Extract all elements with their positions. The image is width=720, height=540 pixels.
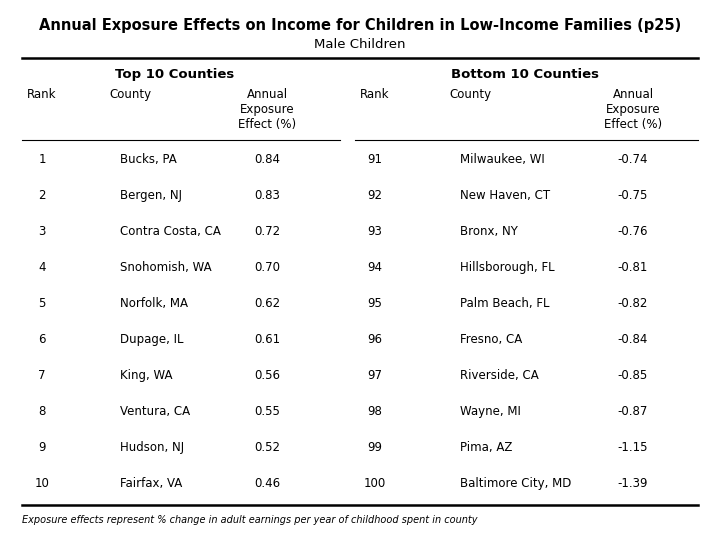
Text: 93: 93 bbox=[368, 225, 382, 238]
Text: Annual
Exposure
Effect (%): Annual Exposure Effect (%) bbox=[604, 88, 662, 131]
Text: Snohomish, WA: Snohomish, WA bbox=[120, 261, 212, 274]
Text: 0.52: 0.52 bbox=[254, 441, 280, 454]
Text: 0.84: 0.84 bbox=[254, 153, 280, 166]
Text: 98: 98 bbox=[368, 405, 382, 418]
Text: Male Children: Male Children bbox=[314, 38, 406, 51]
Text: Dupage, IL: Dupage, IL bbox=[120, 333, 184, 346]
Text: Riverside, CA: Riverside, CA bbox=[460, 369, 539, 382]
Text: 0.55: 0.55 bbox=[254, 405, 280, 418]
Text: 6: 6 bbox=[38, 333, 46, 346]
Text: 0.46: 0.46 bbox=[254, 477, 280, 490]
Text: -0.81: -0.81 bbox=[618, 261, 648, 274]
Text: Pima, AZ: Pima, AZ bbox=[460, 441, 513, 454]
Text: Annual
Exposure
Effect (%): Annual Exposure Effect (%) bbox=[238, 88, 296, 131]
Text: 94: 94 bbox=[367, 261, 382, 274]
Text: Rank: Rank bbox=[360, 88, 390, 101]
Text: 1: 1 bbox=[38, 153, 46, 166]
Text: Contra Costa, CA: Contra Costa, CA bbox=[120, 225, 221, 238]
Text: Bucks, PA: Bucks, PA bbox=[120, 153, 176, 166]
Text: Hudson, NJ: Hudson, NJ bbox=[120, 441, 184, 454]
Text: -1.39: -1.39 bbox=[618, 477, 648, 490]
Text: Norfolk, MA: Norfolk, MA bbox=[120, 297, 188, 310]
Text: Bottom 10 Counties: Bottom 10 Counties bbox=[451, 68, 599, 81]
Text: Bergen, NJ: Bergen, NJ bbox=[120, 189, 182, 202]
Text: 5: 5 bbox=[38, 297, 45, 310]
Text: Wayne, MI: Wayne, MI bbox=[460, 405, 521, 418]
Text: 97: 97 bbox=[367, 369, 382, 382]
Text: 92: 92 bbox=[367, 189, 382, 202]
Text: 10: 10 bbox=[35, 477, 50, 490]
Text: 0.70: 0.70 bbox=[254, 261, 280, 274]
Text: 0.72: 0.72 bbox=[254, 225, 280, 238]
Text: Exposure effects represent % change in adult earnings per year of childhood spen: Exposure effects represent % change in a… bbox=[22, 515, 477, 525]
Text: Hillsborough, FL: Hillsborough, FL bbox=[460, 261, 554, 274]
Text: 96: 96 bbox=[367, 333, 382, 346]
Text: 99: 99 bbox=[367, 441, 382, 454]
Text: -0.76: -0.76 bbox=[618, 225, 648, 238]
Text: 9: 9 bbox=[38, 441, 46, 454]
Text: 8: 8 bbox=[38, 405, 45, 418]
Text: Baltimore City, MD: Baltimore City, MD bbox=[460, 477, 572, 490]
Text: Fairfax, VA: Fairfax, VA bbox=[120, 477, 182, 490]
Text: Fresno, CA: Fresno, CA bbox=[460, 333, 522, 346]
Text: 95: 95 bbox=[368, 297, 382, 310]
Text: 7: 7 bbox=[38, 369, 46, 382]
Text: New Haven, CT: New Haven, CT bbox=[460, 189, 550, 202]
Text: 0.61: 0.61 bbox=[254, 333, 280, 346]
Text: King, WA: King, WA bbox=[120, 369, 173, 382]
Text: -0.74: -0.74 bbox=[618, 153, 648, 166]
Text: -0.82: -0.82 bbox=[618, 297, 648, 310]
Text: -0.85: -0.85 bbox=[618, 369, 648, 382]
Text: 91: 91 bbox=[367, 153, 382, 166]
Text: -0.87: -0.87 bbox=[618, 405, 648, 418]
Text: Milwaukee, WI: Milwaukee, WI bbox=[460, 153, 545, 166]
Text: Top 10 Counties: Top 10 Counties bbox=[115, 68, 235, 81]
Text: County: County bbox=[449, 88, 491, 101]
Text: -0.75: -0.75 bbox=[618, 189, 648, 202]
Text: Annual Exposure Effects on Income for Children in Low-Income Families (p25): Annual Exposure Effects on Income for Ch… bbox=[39, 18, 681, 33]
Text: 0.62: 0.62 bbox=[254, 297, 280, 310]
Text: 4: 4 bbox=[38, 261, 46, 274]
Text: 0.56: 0.56 bbox=[254, 369, 280, 382]
Text: County: County bbox=[109, 88, 151, 101]
Text: -0.84: -0.84 bbox=[618, 333, 648, 346]
Text: Rank: Rank bbox=[27, 88, 57, 101]
Text: Ventura, CA: Ventura, CA bbox=[120, 405, 190, 418]
Text: 3: 3 bbox=[38, 225, 45, 238]
Text: -1.15: -1.15 bbox=[618, 441, 648, 454]
Text: 100: 100 bbox=[364, 477, 386, 490]
Text: Palm Beach, FL: Palm Beach, FL bbox=[460, 297, 549, 310]
Text: 2: 2 bbox=[38, 189, 46, 202]
Text: 0.83: 0.83 bbox=[254, 189, 280, 202]
Text: Bronx, NY: Bronx, NY bbox=[460, 225, 518, 238]
